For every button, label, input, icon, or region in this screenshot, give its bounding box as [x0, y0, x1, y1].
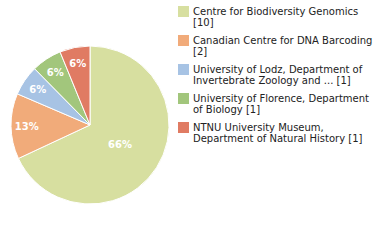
legend-label: University of Florence, Departmentof Bio… [193, 93, 369, 115]
legend: Centre for Biodiversity Genomics[10] Cana… [178, 6, 372, 144]
legend-label: University of Lodz, Department ofInverte… [193, 64, 363, 86]
legend-label: Canadian Centre for DNA Barcoding[2] [193, 35, 372, 57]
legend-swatch [178, 6, 189, 17]
data-label: 6% [47, 67, 64, 78]
data-label: 66% [108, 139, 132, 150]
slices [11, 46, 169, 204]
legend-label: Centre for Biodiversity Genomics[10] [193, 6, 358, 28]
legend-swatch [178, 122, 189, 133]
data-label: 6% [29, 84, 46, 95]
data-label: 6% [69, 58, 86, 69]
legend-label: NTNU University Museum,Department of Nat… [193, 122, 363, 144]
legend-swatch [178, 93, 189, 104]
chart: 66%13%6%6%6%Centre for Biodiversity Geno… [0, 0, 380, 240]
legend-swatch [178, 64, 189, 75]
legend-swatch [178, 35, 189, 46]
data-label: 13% [15, 121, 39, 132]
slice [60, 46, 90, 125]
data-labels: 66%13%6%6%6% [15, 58, 132, 150]
